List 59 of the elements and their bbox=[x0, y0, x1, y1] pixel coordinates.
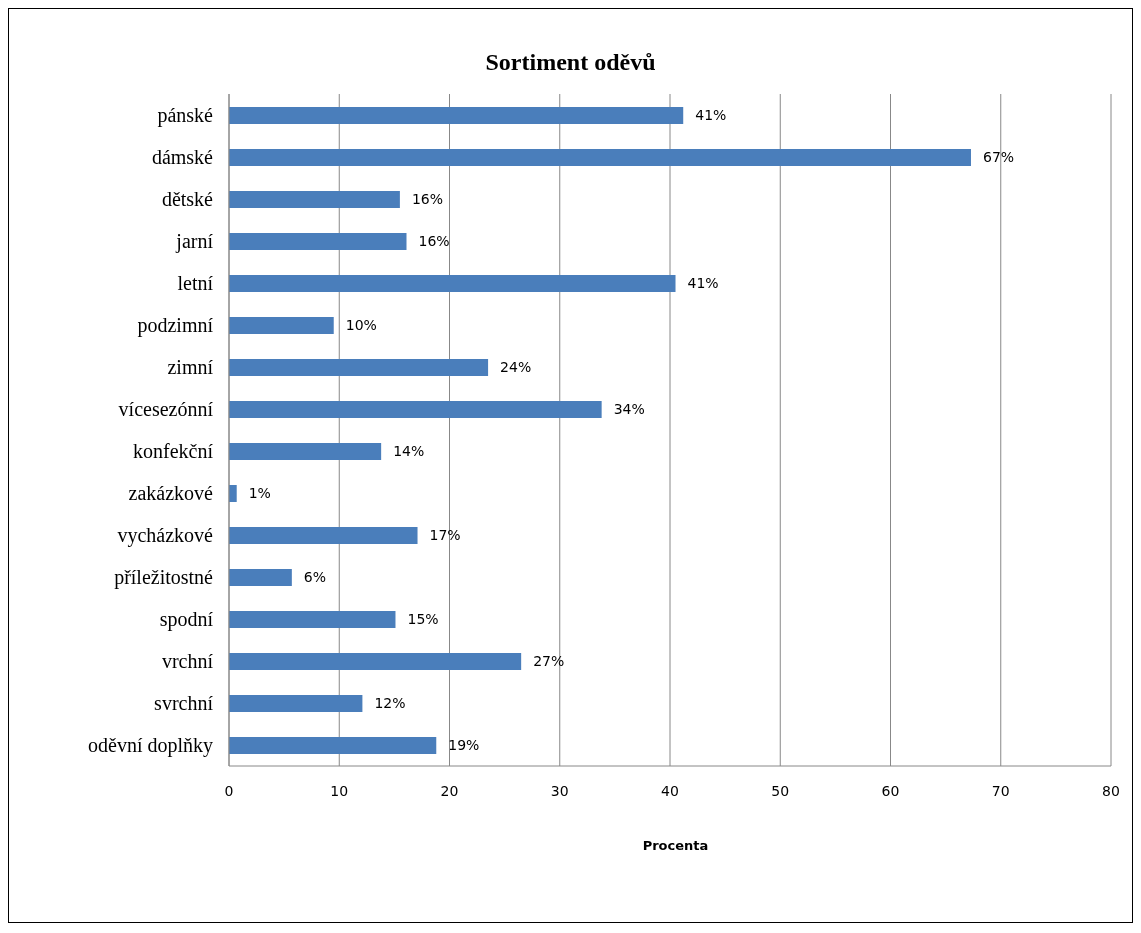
y-tick-label: zimní bbox=[167, 356, 214, 379]
data-label: 67% bbox=[982, 149, 1015, 166]
y-tick-label: svrchní bbox=[154, 692, 214, 715]
x-tick-label: 20 bbox=[440, 782, 459, 799]
x-tick-label: 50 bbox=[771, 782, 790, 799]
data-label: 41% bbox=[687, 275, 719, 292]
x-tick-label: 70 bbox=[991, 782, 1010, 799]
bar bbox=[229, 149, 971, 166]
y-tick-label: dětské bbox=[161, 188, 214, 211]
bar bbox=[229, 443, 382, 460]
bar bbox=[229, 275, 676, 292]
x-tick-label: 80 bbox=[1102, 782, 1120, 799]
bar bbox=[229, 653, 522, 670]
y-tick-label: podzimní bbox=[137, 314, 214, 338]
data-label: 10% bbox=[345, 317, 377, 334]
chart-title: Sortiment oděvů bbox=[484, 49, 657, 76]
data-label: 15% bbox=[407, 611, 439, 628]
x-tick-label: 30 bbox=[550, 782, 569, 799]
bar bbox=[229, 737, 437, 754]
bar bbox=[229, 233, 407, 250]
x-axis-title: Procenta bbox=[641, 838, 710, 853]
y-tick-label: oděvní doplňky bbox=[88, 734, 213, 758]
data-label: 17% bbox=[429, 527, 461, 544]
y-tick-label: dámské bbox=[151, 146, 214, 169]
data-label: 1% bbox=[248, 485, 271, 502]
y-tick-label: pánské bbox=[157, 104, 214, 128]
y-tick-label: příležitostné bbox=[114, 566, 214, 590]
y-tick-label: vycházkové bbox=[117, 524, 214, 548]
bar bbox=[229, 527, 418, 544]
bar bbox=[229, 695, 363, 712]
y-tick-label: spodní bbox=[159, 608, 214, 632]
x-tick-label: 60 bbox=[881, 782, 900, 799]
data-label: 24% bbox=[500, 359, 532, 376]
y-tick-label: vícesezónní bbox=[118, 398, 214, 421]
bar bbox=[229, 485, 237, 502]
bar bbox=[229, 401, 602, 418]
data-label: 34% bbox=[613, 401, 645, 418]
data-label: 6% bbox=[303, 569, 327, 586]
data-label: 27% bbox=[533, 653, 565, 670]
x-tick-label: 10 bbox=[330, 782, 349, 799]
data-label: 41% bbox=[695, 107, 727, 124]
y-tick-label: zakázkové bbox=[128, 482, 214, 505]
x-tick-label: 40 bbox=[661, 782, 679, 799]
y-tick-label: letní bbox=[177, 272, 214, 295]
data-label: 14% bbox=[393, 443, 425, 460]
y-tick-label: konfekční bbox=[133, 440, 214, 463]
bar bbox=[229, 317, 334, 334]
bar bbox=[229, 569, 292, 586]
y-tick-label: vrchní bbox=[161, 650, 214, 673]
bar bbox=[229, 191, 400, 208]
y-tick-label: jarní bbox=[175, 230, 214, 254]
bar bbox=[229, 611, 396, 628]
bar bbox=[229, 359, 489, 376]
data-label: 16% bbox=[411, 191, 444, 208]
x-tick-label: 0 bbox=[224, 782, 234, 799]
data-label: 16% bbox=[418, 233, 450, 250]
data-label: 12% bbox=[374, 695, 406, 712]
data-label: 19% bbox=[448, 737, 480, 754]
bar bbox=[229, 107, 684, 124]
